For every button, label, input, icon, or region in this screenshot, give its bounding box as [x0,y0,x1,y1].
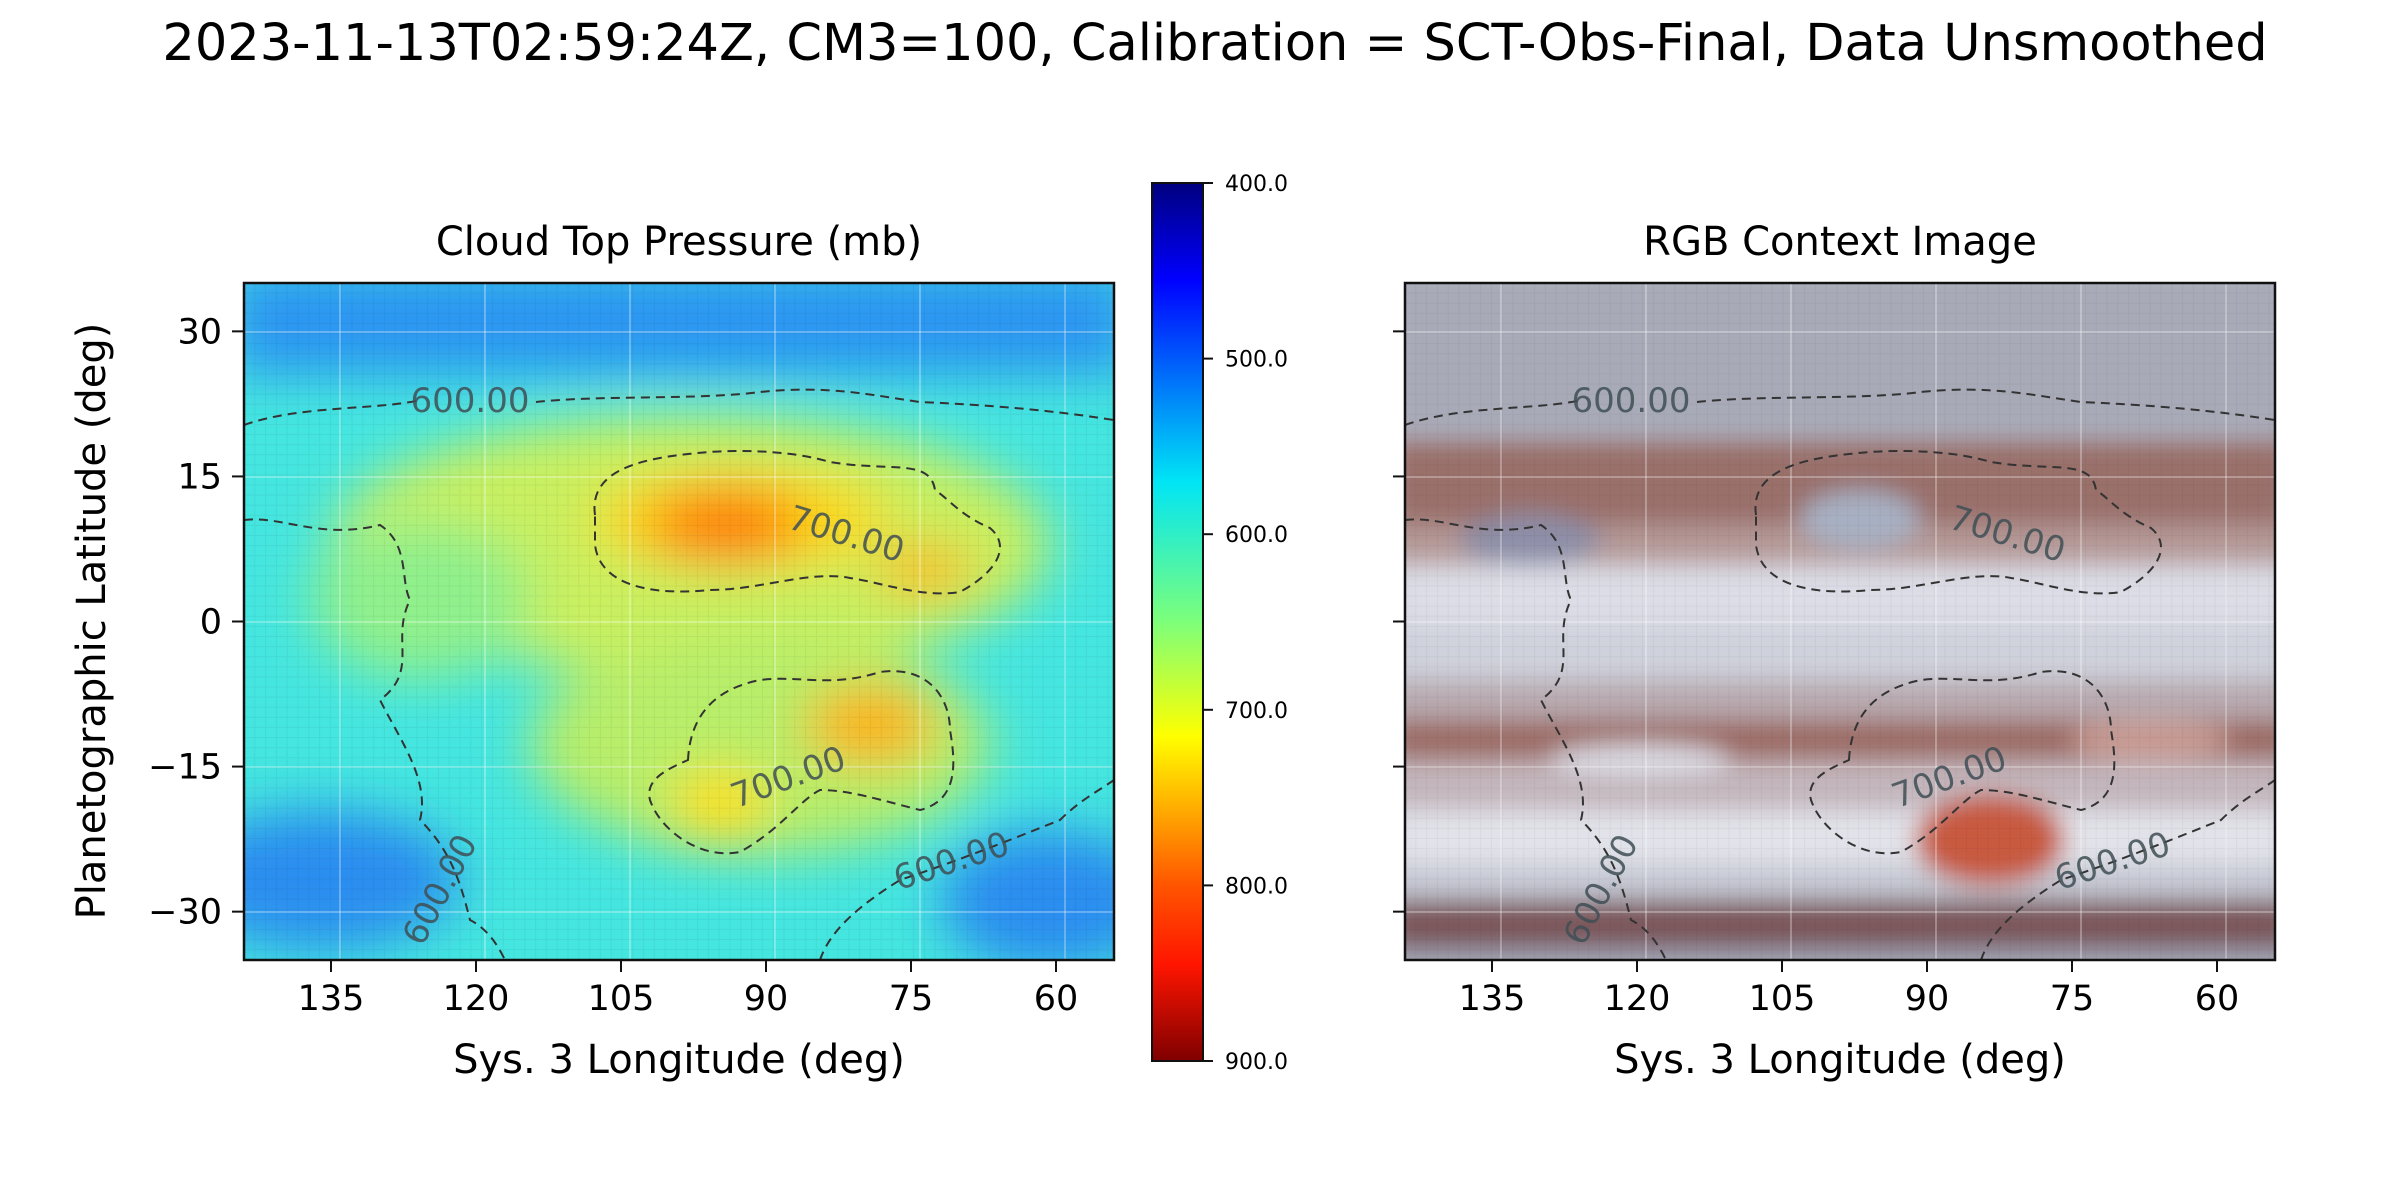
colorbar-tick-label: 900.0 [1225,1050,1288,1075]
right-panel-title: RGB Context Image [1643,219,2037,265]
contour-label-600: 600.00 [1572,381,1691,421]
left-x-axis: 135 120 105 90 75 60 [298,960,1079,1019]
x-tick-label: 75 [889,979,934,1019]
colorbar-tick-label: 500.0 [1225,348,1288,373]
colorbar-gradient-bar [1152,183,1203,1061]
contour-700-north [593,449,1001,595]
rgb-pixels [1405,283,2275,960]
y-tick-label: −15 [148,748,222,788]
x-tick-label: 120 [443,979,510,1019]
y-tick-label: 0 [200,603,222,643]
contour-700-north [1754,449,2162,595]
colorbar-tick-label: 700.0 [1225,699,1288,724]
contour-600-west [244,518,506,960]
contour-700-south [648,670,955,855]
colorbar: 400.0 500.0 600.0 700.0 800.0 900.0 [1151,172,1288,1075]
contour-label-600: 600.00 [411,381,530,421]
contour-600-north [1405,388,2275,426]
y-tick-label: 15 [177,457,222,497]
figure-title: 2023-11-13T02:59:24Z, CM3=100, Calibrati… [162,14,2267,73]
x-tick-label: 90 [1905,979,1950,1019]
y-tick-label: 30 [177,312,222,352]
contour-lines [244,388,1114,960]
x-tick-label: 60 [2195,979,2240,1019]
heatmap-pixels [244,283,1114,960]
colorbar-frame [1151,182,1204,1062]
colorbar-tick-label: 400.0 [1225,172,1288,197]
left-x-axis-label: Sys. 3 Longitude (deg) [453,1037,905,1083]
left-panel-title: Cloud Top Pressure (mb) [436,219,922,265]
right-x-axis: 135 120 105 90 75 60 [1459,960,2240,1019]
gridlines-rgb [1405,283,2275,960]
x-tick-label: 90 [744,979,789,1019]
x-tick-label: 105 [1749,979,1816,1019]
gridlines [244,283,1114,960]
x-tick-label: 120 [1604,979,1671,1019]
colorbar-tick-label: 800.0 [1225,874,1288,899]
contour-600-south [819,779,1114,960]
contour-600-south [1980,779,2275,960]
colorbar-tick-label: 600.0 [1225,523,1288,548]
right-y-axis [1393,330,1405,913]
contour-600-west [1405,518,1667,960]
x-tick-label: 135 [298,979,365,1019]
x-tick-label: 105 [588,979,655,1019]
contour-600-north [244,388,1114,426]
y-axis-label: Planetographic Latitude (deg) [69,323,115,920]
left-y-axis: 30 15 0 −15 −30 [148,312,244,933]
x-tick-label: 75 [2050,979,2095,1019]
right-x-axis-label: Sys. 3 Longitude (deg) [1614,1037,2066,1083]
contour-lines-rgb [1405,388,2275,960]
x-tick-label: 60 [1034,979,1079,1019]
contour-700-south [1809,670,2116,855]
cloud-top-pressure-panel: Cloud Top Pressure (mb) [69,219,1116,1083]
y-tick-label: −30 [148,893,222,933]
rgb-context-panel: RGB Context Image [1393,219,2277,1083]
colorbar-ticks: 400.0 500.0 600.0 700.0 800.0 900.0 [1203,172,1288,1075]
x-tick-label: 135 [1459,979,1526,1019]
pressure-heatmap: 600.00 700.00 700.00 600.00 600.00 [244,283,1114,960]
rgb-context-image: 600.00 700.00 700.00 600.00 600.00 [1405,283,2275,960]
